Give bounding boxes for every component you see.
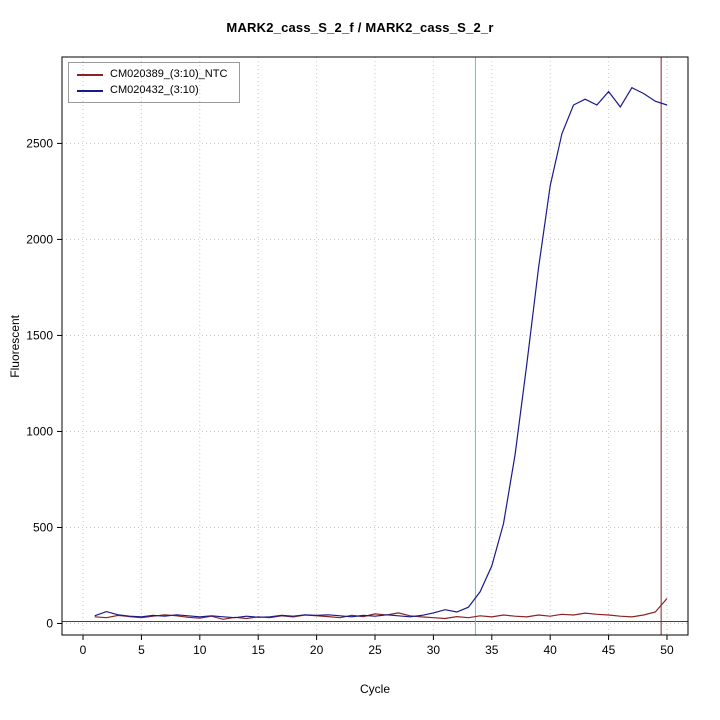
svg-text:20: 20	[310, 643, 324, 657]
svg-text:50: 50	[660, 643, 674, 657]
x-axis-label: Cycle	[359, 682, 390, 696]
legend-swatch	[77, 73, 103, 76]
legend: CM020389_(3:10)_NTC CM020432_(3:10)	[68, 62, 241, 103]
svg-text:500: 500	[33, 520, 53, 534]
legend-item: CM020389_(3:10)_NTC	[77, 68, 227, 81]
svg-text:25: 25	[368, 643, 382, 657]
svg-text:15: 15	[252, 643, 266, 657]
legend-label: CM020389_(3:10)_NTC	[110, 68, 228, 80]
svg-text:10: 10	[193, 643, 207, 657]
svg-text:1000: 1000	[26, 424, 53, 438]
svg-text:0: 0	[46, 616, 53, 630]
svg-text:40: 40	[544, 643, 558, 657]
legend-swatch	[77, 89, 103, 92]
svg-text:35: 35	[485, 643, 499, 657]
svg-text:2500: 2500	[26, 136, 53, 150]
legend-item: CM020432_(3:10)	[77, 84, 227, 97]
svg-text:45: 45	[602, 643, 616, 657]
chart-title: MARK2_cass_S_2_f / MARK2_cass_S_2_r	[226, 20, 494, 35]
svg-text:1500: 1500	[26, 328, 53, 342]
svg-text:0: 0	[80, 643, 87, 657]
legend-label: CM020432_(3:10)	[110, 84, 199, 96]
svg-text:30: 30	[427, 643, 441, 657]
svg-text:5: 5	[138, 643, 145, 657]
svg-text:2000: 2000	[26, 232, 53, 246]
